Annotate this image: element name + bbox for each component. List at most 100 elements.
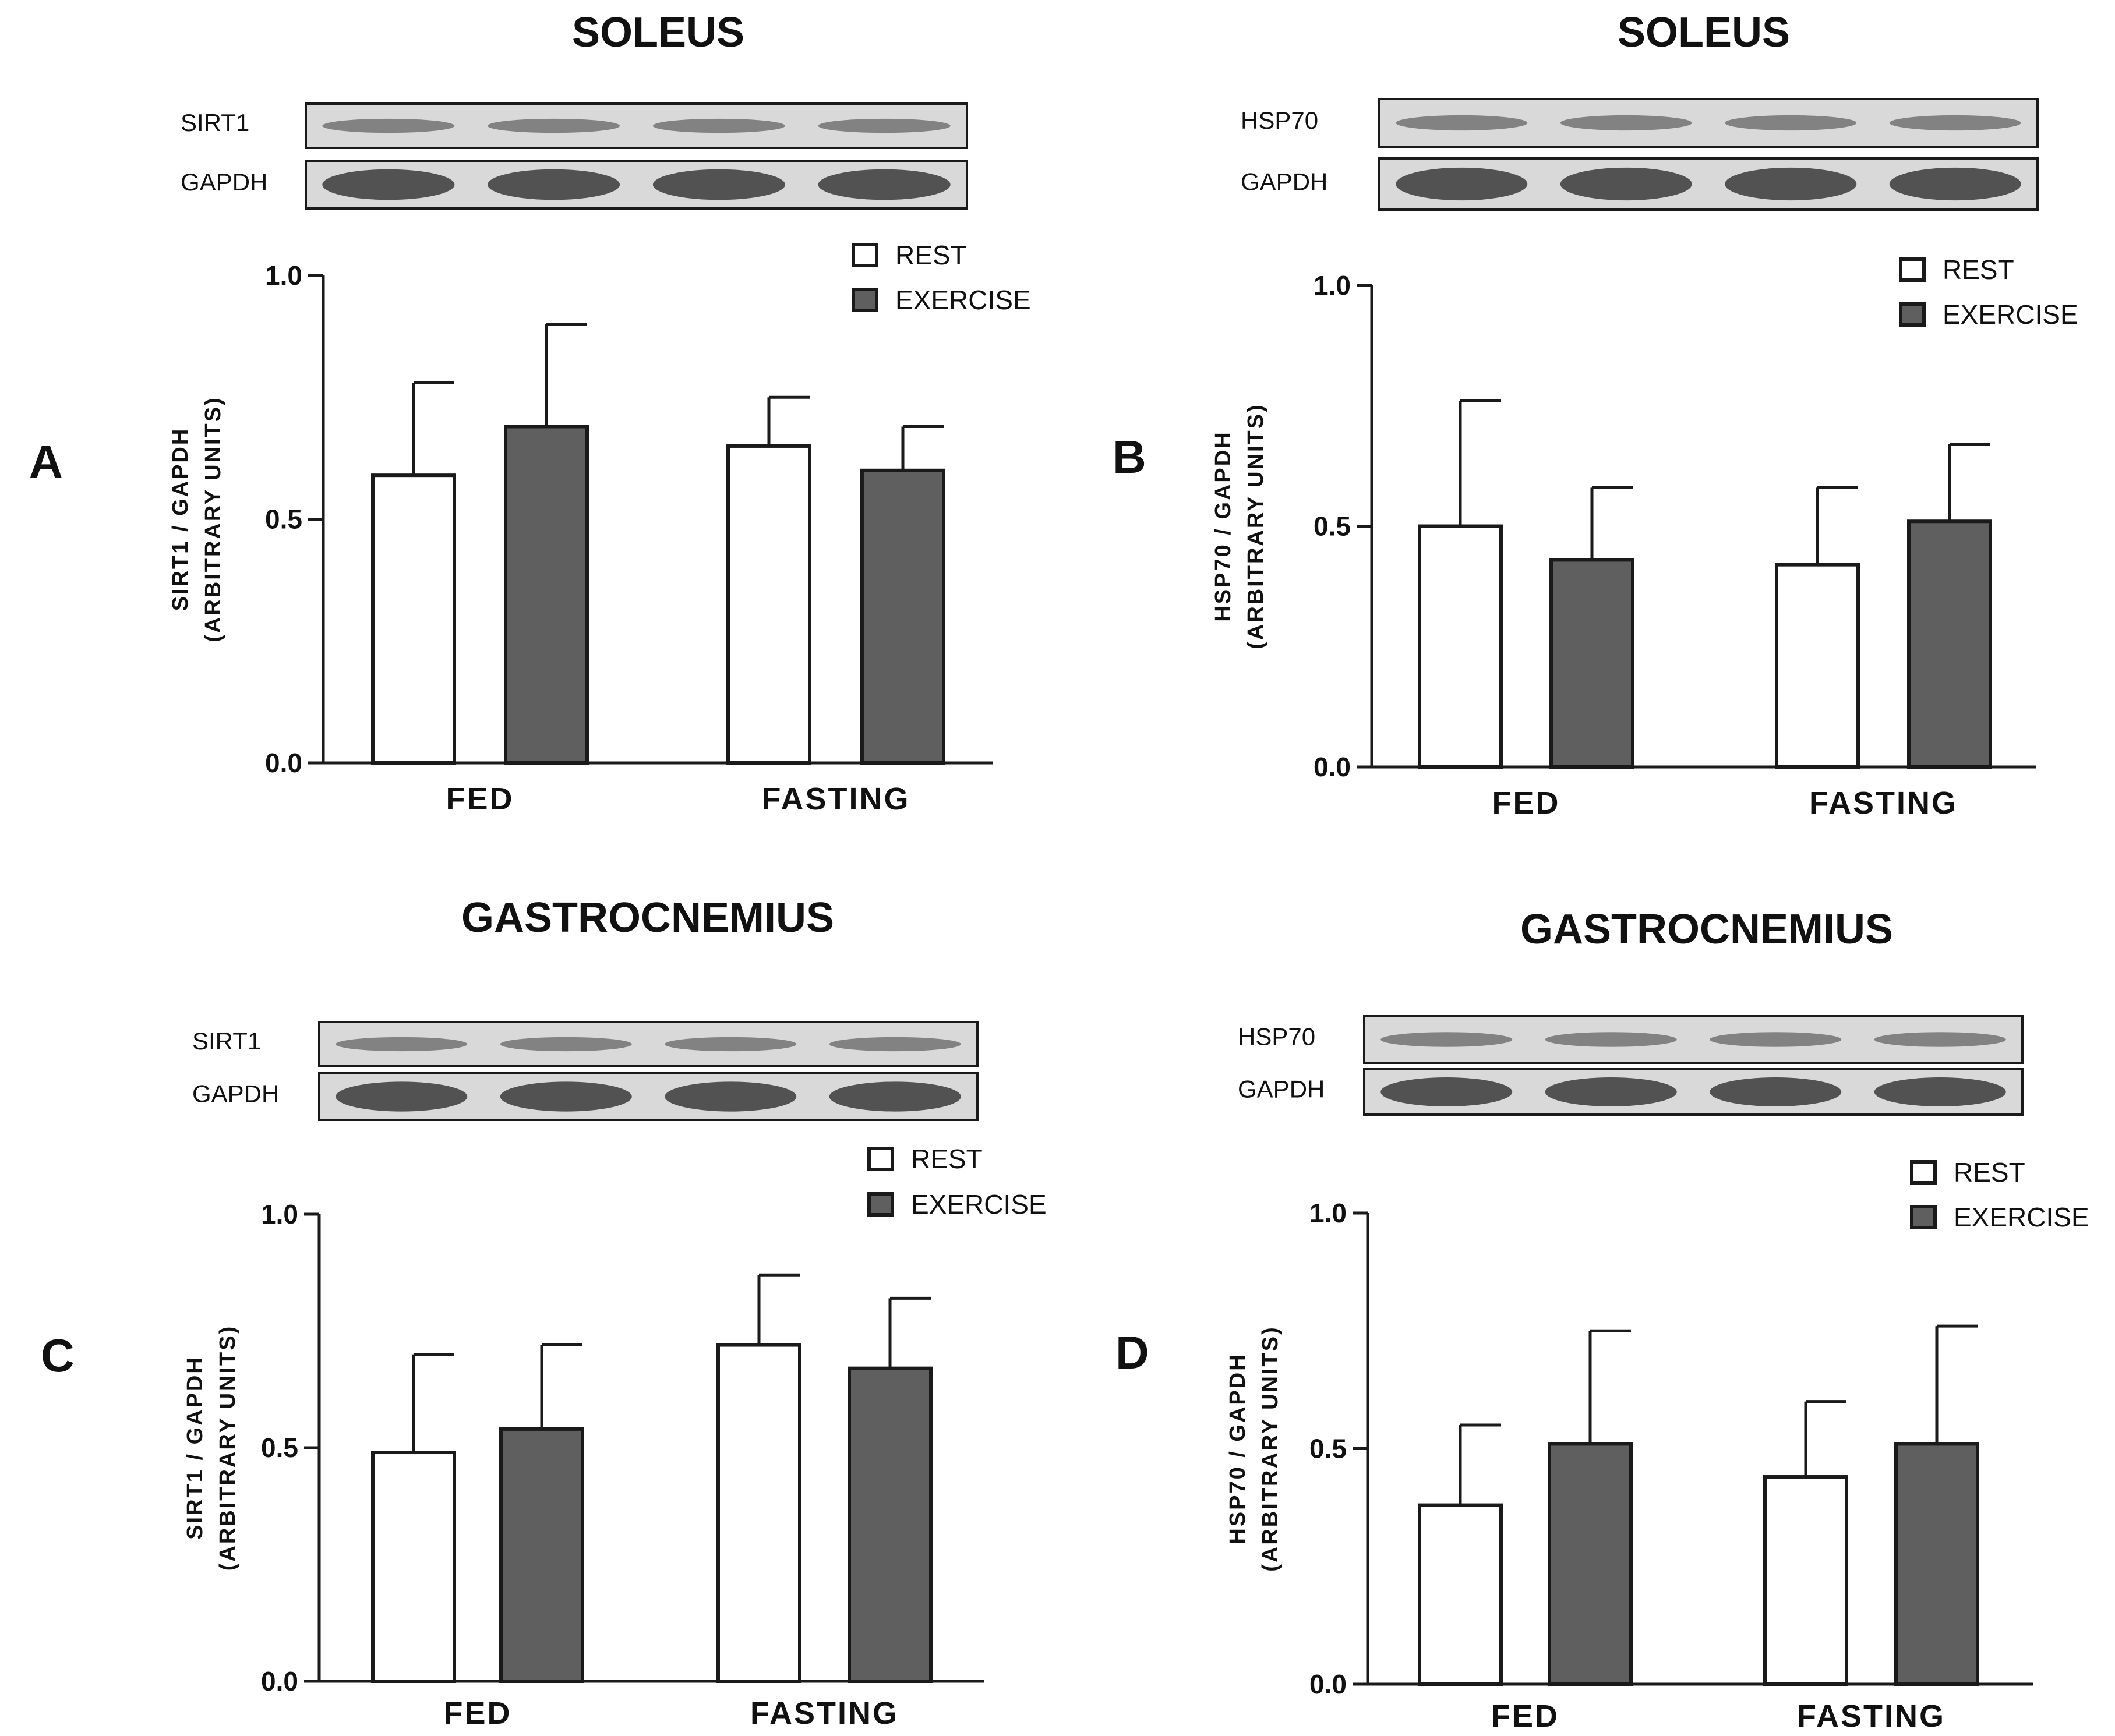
- y-tick-label: 1.0: [1309, 1198, 1347, 1228]
- y-axis-label: SIRT1 / GAPDH (ARBITRARY UNITS): [183, 1325, 240, 1571]
- legend-label: REST: [1943, 254, 2014, 285]
- bar-rest-fed: [371, 473, 456, 765]
- bar-exercise-fed: [1549, 558, 1634, 769]
- blot-band: [1874, 1077, 2006, 1106]
- blot-band: [1889, 115, 2021, 131]
- y-axis-label-line: SIRT1 / GAPDH: [183, 1356, 207, 1540]
- blot-band: [829, 1081, 961, 1112]
- blot-label: HSP70: [1241, 107, 1318, 134]
- x-category-label: FASTING: [1797, 1699, 1945, 1734]
- y-axis-label-line: HSP70 / GAPDH: [1211, 430, 1235, 621]
- blot-label: GAPDH: [1238, 1075, 1325, 1102]
- legend-swatch: [852, 288, 878, 312]
- x-category-label: FED: [444, 1696, 512, 1731]
- bar-rest-fasting: [1775, 563, 1860, 769]
- y-axis-label: HSP70 / GAPDH (ARBITRARY UNITS): [1226, 1325, 1283, 1572]
- blot-band: [500, 1081, 632, 1112]
- blot-band: [500, 1037, 632, 1052]
- y-tick-label: 0.0: [261, 1666, 298, 1696]
- blot-band: [1874, 1032, 2006, 1047]
- x-category-label: FED: [1491, 1699, 1559, 1734]
- blot-band: [665, 1081, 797, 1112]
- blot-label: SIRT1: [192, 1027, 261, 1055]
- legend-label: EXERCISE: [895, 285, 1031, 315]
- legend-swatch: [867, 1147, 894, 1171]
- blot-band: [322, 118, 455, 133]
- legend-swatch: [1899, 302, 1926, 327]
- panel-a: SOLEUS A SIRT1 GAPDH 0.0 0.5 1.0 SIRT1 / GAPDH (…: [29, 9, 1031, 816]
- blot-label: GAPDH: [1241, 168, 1327, 196]
- blot-band: [1560, 115, 1692, 131]
- y-tick-label: 0.5: [1314, 511, 1351, 542]
- x-category-label: FED: [1492, 786, 1560, 821]
- panel-letter: C: [41, 1330, 75, 1381]
- y-tick-label: 1.0: [1314, 270, 1351, 300]
- bar-exercise-fed: [504, 425, 589, 765]
- blot-band: [1710, 1032, 1842, 1047]
- y-tick-label: 0.5: [261, 1433, 298, 1463]
- legend-label: REST: [895, 240, 967, 270]
- x-category-label: FASTING: [750, 1696, 899, 1731]
- blot-band: [1725, 115, 1857, 131]
- y-axis-label-line: SIRT1 / GAPDH: [168, 427, 193, 611]
- y-axis-label: SIRT1 / GAPDH (ARBITRARY UNITS): [168, 396, 225, 642]
- panel-c: GASTROCNEMIUS C SIRT1 GAPDH 0.0 0.5 1.0 SIRT1 /…: [41, 894, 1047, 1731]
- legend-label: EXERCISE: [1954, 1202, 2089, 1232]
- blot-label: HSP70: [1238, 1023, 1315, 1051]
- panel-letter: A: [29, 436, 63, 487]
- blot-band: [1380, 1077, 1513, 1106]
- panel-letter: B: [1113, 431, 1146, 483]
- y-tick-label: 0.0: [1314, 752, 1351, 782]
- blot-band: [1889, 167, 2021, 201]
- blot-band: [1710, 1077, 1842, 1106]
- x-category-label: FASTING: [1809, 786, 1958, 821]
- panel-title: GASTROCNEMIUS: [1520, 906, 1893, 953]
- bar-rest-fed: [1418, 1503, 1503, 1686]
- bar-exercise-fasting: [860, 468, 945, 765]
- panel-letter: D: [1115, 1327, 1149, 1378]
- bar-exercise-fed: [1548, 1442, 1633, 1686]
- blot-band: [488, 118, 620, 133]
- blot-band: [665, 1037, 797, 1052]
- blot-label: SIRT1: [181, 109, 249, 136]
- panel-title: SOLEUS: [572, 9, 744, 56]
- blot-band: [1396, 167, 1528, 201]
- panel-d: GASTROCNEMIUS D HSP70 GAPDH 0.0 0.5 1.0 HSP70 /…: [1115, 906, 2089, 1734]
- blot-band: [818, 118, 951, 133]
- legend-label: REST: [1954, 1157, 2025, 1187]
- panel-title: SOLEUS: [1618, 9, 1790, 56]
- y-axis-label-line: (ARBITRARY UNITS): [1244, 403, 1268, 649]
- blot-band: [322, 169, 455, 200]
- panel-title: GASTROCNEMIUS: [461, 894, 834, 941]
- bar-exercise-fasting: [1907, 519, 1992, 769]
- legend-label: EXERCISE: [1943, 299, 2078, 330]
- bar-exercise-fasting: [848, 1366, 933, 1683]
- y-tick-label: 0.5: [265, 504, 302, 535]
- blot-label: GAPDH: [192, 1080, 279, 1108]
- bar-rest-fed: [371, 1451, 456, 1684]
- bar-exercise-fed: [499, 1427, 584, 1683]
- y-axis-label-line: HSP70 / GAPDH: [1226, 1353, 1250, 1544]
- legend-swatch: [1910, 1160, 1937, 1185]
- legend-label: EXERCISE: [911, 1189, 1047, 1219]
- x-category-label: FASTING: [761, 782, 910, 816]
- y-tick-label: 0.0: [265, 748, 302, 778]
- blot-band: [652, 169, 785, 200]
- blot-band: [818, 169, 951, 200]
- panel-b: SOLEUS B HSP70 GAPDH 0.0 0.5 1.0 HSP70 / GAPDH (…: [1113, 9, 2078, 821]
- y-tick-label: 0.5: [1309, 1434, 1347, 1464]
- y-tick-label: 1.0: [261, 1199, 298, 1229]
- blot-band: [336, 1081, 468, 1112]
- bar-rest-fasting: [1763, 1475, 1848, 1686]
- bar-rest-fasting: [726, 444, 811, 765]
- y-axis-label-line: (ARBITRARY UNITS): [216, 1325, 240, 1571]
- y-axis-label: HSP70 / GAPDH (ARBITRARY UNITS): [1211, 403, 1268, 649]
- blot-band: [488, 169, 620, 200]
- y-tick-label: 0.0: [1309, 1669, 1347, 1699]
- bar-exercise-fasting: [1894, 1442, 1979, 1686]
- y-axis-label-line: (ARBITRARY UNITS): [201, 396, 225, 642]
- blot-band: [829, 1037, 961, 1052]
- blot-band: [652, 118, 785, 133]
- blot-band: [1545, 1032, 1677, 1047]
